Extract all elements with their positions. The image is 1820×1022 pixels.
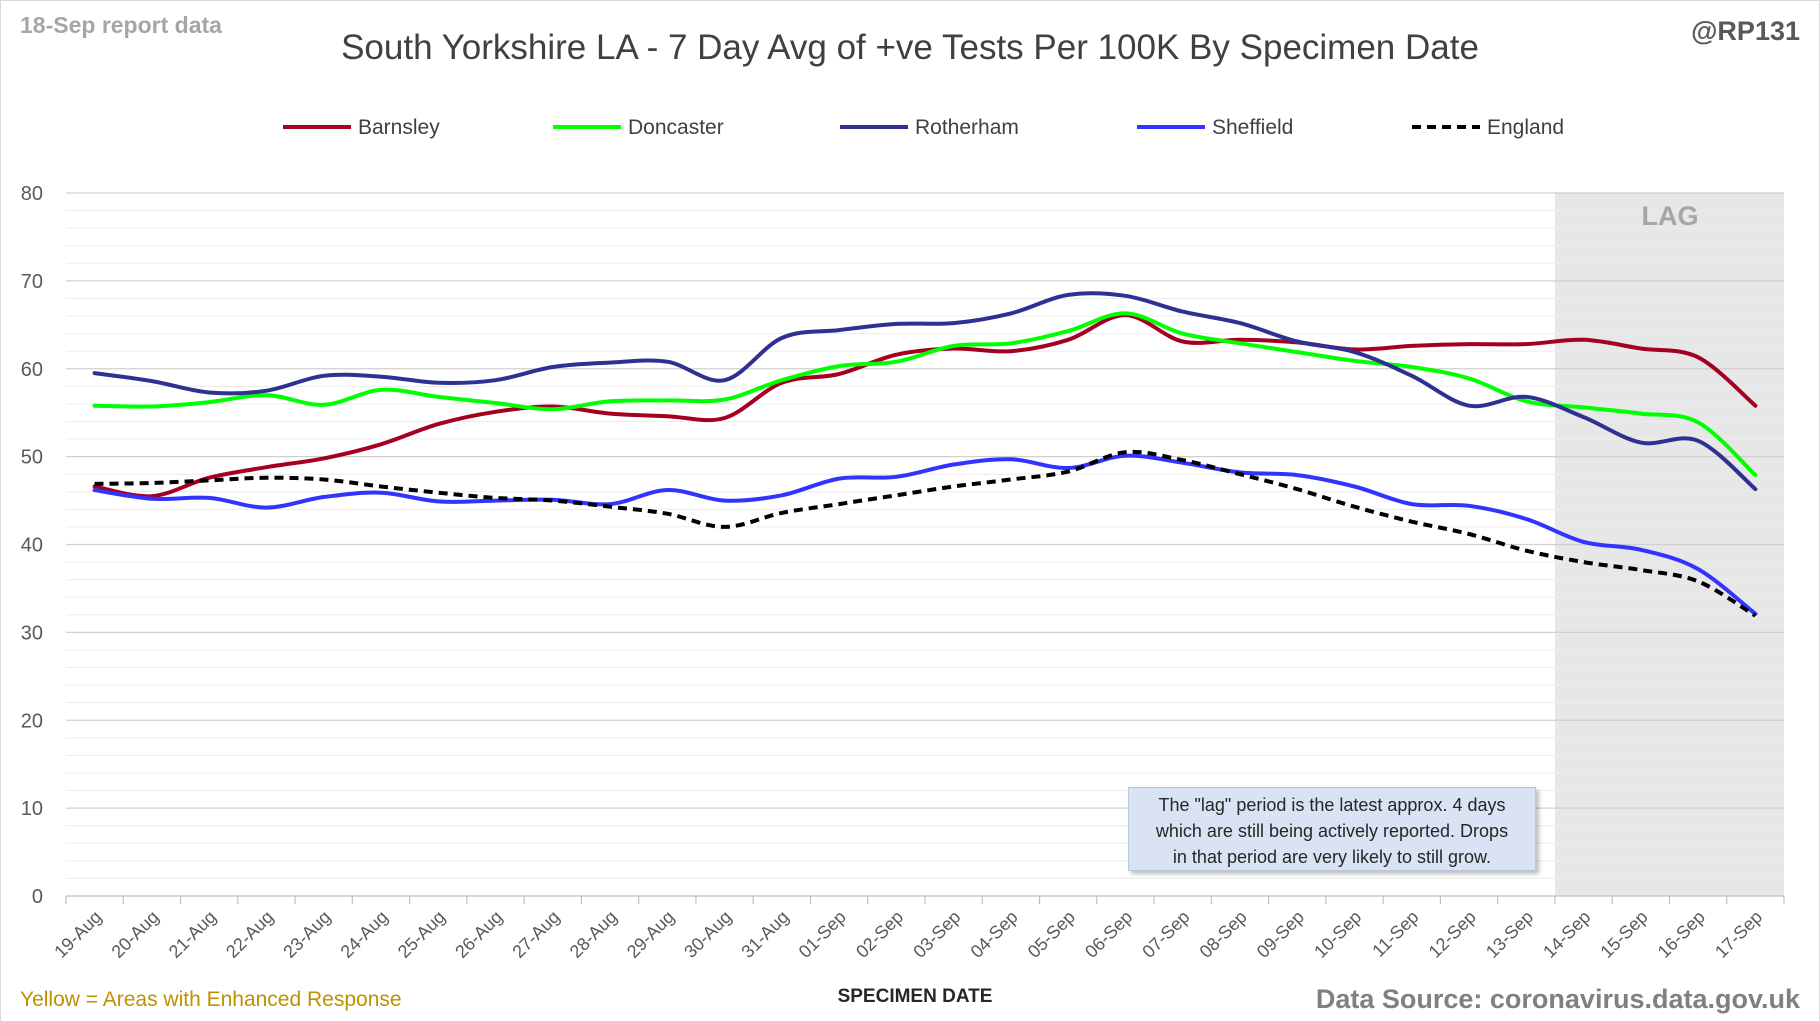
x-tick-label: 29-Aug: [623, 907, 678, 962]
x-axis-label: SPECIMEN DATE: [838, 986, 993, 1007]
x-tick-label: 08-Sep: [1196, 907, 1251, 962]
series-line-sheffield: [92, 453, 1758, 616]
x-tick-label: 15-Sep: [1596, 907, 1651, 962]
x-tick-label: 03-Sep: [909, 907, 964, 962]
y-axis-ticks: 0 10 20 30 40 50 60 70 80: [21, 183, 43, 908]
report-date-label: 18-Sep report data: [20, 12, 222, 38]
series-line-rotherham: [92, 291, 1758, 492]
y-tick-label: 50: [21, 447, 43, 469]
x-tick-label: 31-Aug: [737, 907, 792, 962]
x-axis-ticks: 19-Aug 20-Aug 21-Aug 22-Aug 23-Aug 24-Aug 25-A…: [50, 896, 1785, 962]
x-tick-label: 20-Aug: [108, 907, 163, 962]
y-tick-label: 20: [21, 710, 43, 732]
legend-label-barnsley: Barnsley: [358, 116, 440, 139]
x-tick-label: 26-Aug: [451, 907, 506, 962]
legend-label-doncaster: Doncaster: [628, 116, 724, 139]
y-tick-label: 80: [21, 183, 43, 205]
x-tick-label: 14-Sep: [1539, 907, 1594, 962]
x-tick-label: 02-Sep: [852, 907, 907, 962]
y-tick-label: 70: [21, 271, 43, 293]
x-tick-label: 27-Aug: [508, 907, 563, 962]
x-tick-label: 24-Aug: [337, 907, 392, 962]
y-tick-label: 30: [21, 622, 43, 644]
x-tick-label: 19-Aug: [50, 907, 105, 962]
x-tick-label: 09-Sep: [1253, 907, 1308, 962]
x-tick-label: 16-Sep: [1654, 907, 1709, 962]
lag-note-line: The "lag" period is the latest approx. 4…: [1158, 795, 1506, 815]
x-tick-label: 07-Sep: [1138, 907, 1193, 962]
x-tick-label: 25-Aug: [394, 907, 449, 962]
x-tick-label: 22-Aug: [222, 907, 277, 962]
lag-label: LAG: [1642, 201, 1699, 231]
y-tick-label: 40: [21, 535, 43, 557]
chart-title: South Yorkshire LA - 7 Day Avg of +ve Te…: [341, 28, 1479, 67]
x-tick-label: 05-Sep: [1024, 907, 1079, 962]
y-tick-label: 10: [21, 798, 43, 820]
x-tick-label: 13-Sep: [1482, 907, 1537, 962]
legend-label-sheffield: Sheffield: [1212, 116, 1293, 139]
series-line-doncaster: [92, 311, 1758, 478]
x-tick-label: 30-Aug: [680, 907, 735, 962]
x-tick-label: 23-Aug: [279, 907, 334, 962]
x-tick-label: 12-Sep: [1425, 907, 1480, 962]
lag-note-line: which are still being actively reported.…: [1155, 821, 1509, 841]
x-tick-label: 11-Sep: [1368, 907, 1422, 961]
x-tick-label: 21-Aug: [165, 907, 220, 962]
x-tick-label: 04-Sep: [967, 907, 1022, 962]
author-handle: @RP131: [1691, 16, 1800, 46]
x-tick-label: 06-Sep: [1081, 907, 1136, 962]
lag-note-box: The "lag" period is the latest approx. 4…: [1128, 787, 1536, 871]
lag-note-line: in that period are very likely to still …: [1172, 847, 1492, 867]
legend: Barnsley Doncaster Rotherham Sheffield Engla…: [283, 116, 1564, 139]
enhanced-response-note: Yellow = Areas with Enhanced Response: [20, 988, 402, 1011]
y-tick-label: 0: [32, 886, 43, 908]
legend-label-england: England: [1487, 116, 1564, 139]
series-lines: [92, 291, 1758, 618]
data-source: Data Source: coronavirus.data.gov.uk: [1315, 984, 1800, 1014]
y-tick-label: 60: [21, 359, 43, 381]
x-tick-label: 10-Sep: [1310, 907, 1365, 962]
x-tick-label: 17-Sep: [1711, 907, 1766, 962]
legend-label-rotherham: Rotherham: [915, 116, 1019, 139]
x-tick-label: 01-Sep: [795, 907, 850, 962]
x-tick-label: 28-Aug: [566, 907, 621, 962]
series-line-england: [94, 449, 1757, 618]
